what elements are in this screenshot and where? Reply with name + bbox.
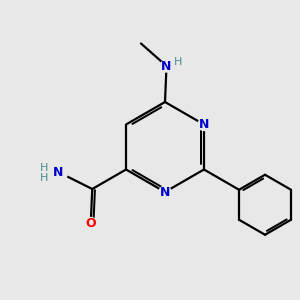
Text: H: H: [174, 57, 182, 68]
Text: N: N: [52, 166, 63, 179]
Circle shape: [51, 164, 68, 181]
Text: O: O: [85, 217, 96, 230]
Text: N: N: [161, 59, 172, 73]
Circle shape: [159, 186, 171, 198]
Circle shape: [198, 118, 210, 130]
Text: N: N: [160, 185, 170, 199]
Circle shape: [85, 218, 97, 230]
Text: H: H: [40, 173, 48, 183]
Text: N: N: [199, 118, 209, 131]
Circle shape: [160, 60, 172, 72]
Text: H: H: [40, 163, 48, 173]
